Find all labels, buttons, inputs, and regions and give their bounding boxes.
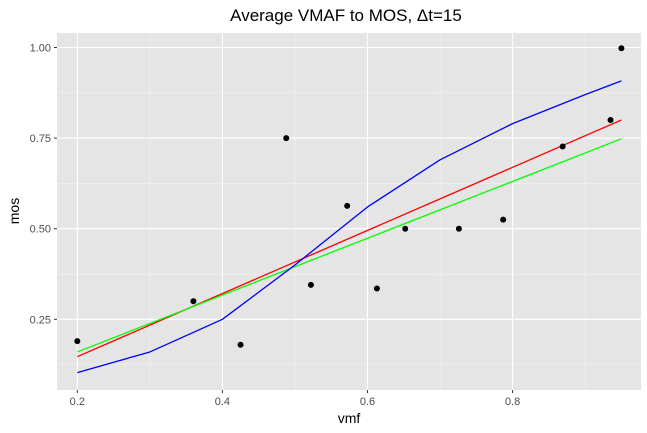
series-line-2 <box>77 138 622 353</box>
grid-major <box>57 33 641 390</box>
y-tick-label: 0.75 <box>30 133 51 145</box>
y-axis: 0.25 0.50 0.75 1.00 <box>30 42 57 326</box>
x-axis: 0.2 0.4 0.6 0.8 <box>70 390 520 408</box>
data-point <box>618 45 625 52</box>
x-axis-title: vmf <box>338 410 361 426</box>
data-point <box>74 338 81 345</box>
data-point <box>373 285 380 292</box>
x-tick-label: 0.4 <box>215 396 230 408</box>
data-point <box>190 298 197 305</box>
plot-panel <box>57 33 641 390</box>
y-axis-title: mos <box>6 198 22 224</box>
y-tick-label: 1.00 <box>30 42 51 54</box>
series-layer <box>77 80 622 374</box>
grid-minor <box>57 33 641 390</box>
chart-title: Average VMAF to MOS, Δt=15 <box>230 6 462 25</box>
data-point <box>559 143 566 150</box>
series-line-1 <box>77 119 622 358</box>
points-layer <box>74 45 625 348</box>
data-point <box>402 225 409 232</box>
x-tick-label: 0.8 <box>505 396 520 408</box>
x-tick-label: 0.6 <box>360 396 375 408</box>
data-point <box>455 225 462 232</box>
x-tick-label: 0.2 <box>70 396 85 408</box>
series-line-3 <box>77 80 622 374</box>
y-tick-label: 0.25 <box>30 314 51 326</box>
data-point <box>283 135 290 142</box>
data-point <box>344 202 351 209</box>
data-point <box>607 116 614 123</box>
data-point <box>307 281 314 288</box>
data-point <box>237 341 244 348</box>
y-tick-label: 0.50 <box>30 224 51 236</box>
data-point <box>500 216 507 223</box>
